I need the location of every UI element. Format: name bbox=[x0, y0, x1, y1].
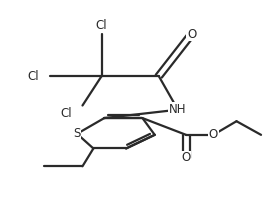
Text: Cl: Cl bbox=[28, 70, 39, 83]
Text: O: O bbox=[209, 128, 218, 141]
Text: O: O bbox=[187, 28, 196, 41]
Text: NH: NH bbox=[169, 103, 187, 116]
Text: S: S bbox=[73, 127, 81, 140]
Text: O: O bbox=[181, 151, 191, 164]
Text: Cl: Cl bbox=[96, 19, 107, 32]
Text: Cl: Cl bbox=[60, 107, 72, 120]
